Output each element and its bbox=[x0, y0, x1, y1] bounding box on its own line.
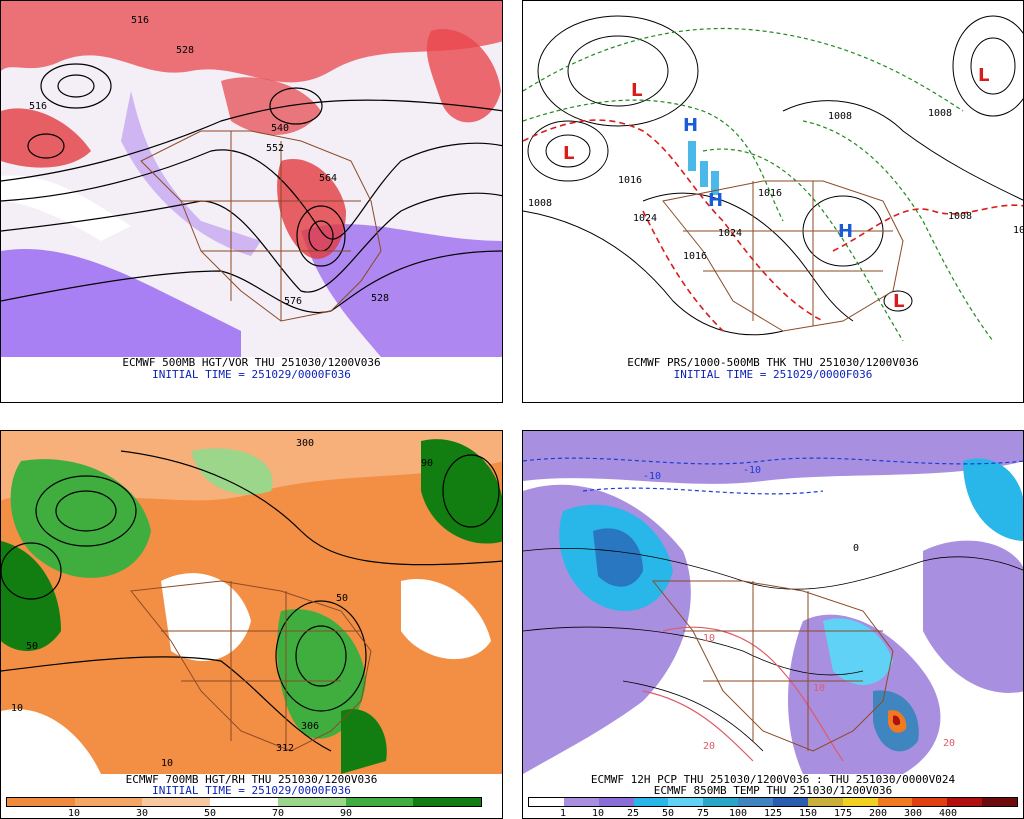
caption-init-time: INITIAL TIME = 251029/0000F036 bbox=[152, 784, 351, 797]
low-pressure-symbol: L bbox=[631, 80, 642, 101]
legend-tick-label: 50 bbox=[661, 808, 675, 819]
contour-label: 50 bbox=[336, 593, 348, 604]
contour-label: 540 bbox=[271, 123, 289, 134]
contour-label: 0 bbox=[853, 543, 859, 554]
contour-label: 1008 bbox=[528, 198, 552, 209]
contour-label: 1016 bbox=[683, 251, 707, 262]
legend-swatch bbox=[912, 798, 948, 806]
legend-tick-label: 1 bbox=[559, 808, 567, 819]
legend-tick-label: 100 bbox=[728, 808, 748, 819]
contour-label: 1016 bbox=[618, 175, 642, 186]
legend-swatch bbox=[738, 798, 774, 806]
legend-tick-label: 150 bbox=[798, 808, 818, 819]
legend-swatch bbox=[210, 798, 278, 806]
legend-tick-label: 75 bbox=[696, 808, 710, 819]
legend-tick-label: 200 bbox=[868, 808, 888, 819]
legend-tick-label: 300 bbox=[903, 808, 923, 819]
caption-subtitle: ECMWF 850MB TEMP THU 251030/1200V036 bbox=[653, 784, 893, 797]
caption-init-time: INITIAL TIME = 251029/0000F036 bbox=[673, 368, 873, 381]
contour-label: 1024 bbox=[633, 213, 657, 224]
contour-label: 300 bbox=[296, 438, 314, 449]
contour-label: 10 bbox=[11, 703, 23, 714]
legend-tick-label: 10 bbox=[591, 808, 605, 819]
high-pressure-symbol: H bbox=[683, 115, 698, 136]
map-prs-thk: 1008 1016 1024 1008 1016 1008 1016 1008 … bbox=[523, 1, 1024, 357]
legend-swatch bbox=[982, 798, 1018, 806]
caption-title: ECMWF 500MB HGT/VOR THU 251030/1200V036 bbox=[122, 356, 381, 369]
contour-label: 564 bbox=[319, 173, 337, 184]
legend-swatch bbox=[947, 798, 983, 806]
contour-label: 528 bbox=[371, 293, 389, 304]
panel-500mb-hgt-vor: 516 528 540 552 564 576 516 528 ECMWF 50… bbox=[0, 0, 503, 403]
map-pcp-temp: -10 -10 0 10 10 20 20 bbox=[523, 431, 1023, 774]
caption-init-time: INITIAL TIME = 251029/0000F036 bbox=[152, 368, 351, 381]
low-pressure-symbol: L bbox=[893, 291, 904, 312]
caption-title: ECMWF PRS/1000-500MB THK THU 251030/1200… bbox=[627, 356, 919, 369]
rh-color-legend bbox=[6, 797, 482, 807]
caption-title: ECMWF 12H PCP THU 251030/1200V036 : THU … bbox=[590, 773, 956, 786]
contour-label: 1008 bbox=[828, 111, 852, 122]
map-500mb: 516 528 540 552 564 576 516 528 bbox=[1, 1, 502, 357]
low-pressure-symbol: L bbox=[978, 65, 989, 86]
legend-swatch bbox=[877, 798, 913, 806]
legend-swatch bbox=[807, 798, 843, 806]
legend-swatch bbox=[413, 798, 482, 806]
map-700mb: 300 306 312 50 10 50 90 10 bbox=[1, 431, 502, 774]
low-pressure-symbol: L bbox=[563, 143, 574, 164]
contour-label: -10 bbox=[643, 471, 661, 482]
contour-label: 1024 bbox=[718, 228, 742, 239]
contour-label: 10 bbox=[703, 633, 715, 644]
contour-label: 20 bbox=[943, 738, 955, 749]
contour-label: 1008 bbox=[948, 211, 972, 222]
legend-tick-label: 30 bbox=[135, 808, 149, 819]
contour-label: 1008 bbox=[928, 108, 952, 119]
contour-label: 312 bbox=[276, 743, 294, 754]
legend-tick-label: 90 bbox=[339, 808, 353, 819]
contour-label: -10 bbox=[743, 465, 761, 476]
contour-label: 576 bbox=[284, 296, 302, 307]
legend-swatch bbox=[74, 798, 143, 806]
legend-tick-label: 50 bbox=[203, 808, 217, 819]
contour-label: 10 bbox=[161, 758, 173, 769]
caption-title: ECMWF 700MB HGT/RH THU 251030/1200V036 bbox=[125, 773, 378, 786]
contour-label: 516 bbox=[29, 101, 47, 112]
legend-tick-label: 400 bbox=[938, 808, 958, 819]
legend-swatch bbox=[563, 798, 599, 806]
pcp-legend-ticks: 1 10 25 50 75 100 125 150 175 200 300 400 bbox=[528, 808, 1018, 819]
legend-tick-label: 175 bbox=[833, 808, 853, 819]
contour-label: 552 bbox=[266, 143, 284, 154]
high-pressure-symbol: H bbox=[708, 190, 723, 211]
rh-legend-ticks: 10 30 50 70 90 bbox=[6, 808, 482, 819]
contour-label: 1016 bbox=[758, 188, 782, 199]
legend-swatch bbox=[668, 798, 704, 806]
legend-tick-label: 10 bbox=[67, 808, 81, 819]
contour-label: 528 bbox=[176, 45, 194, 56]
panel-700mb-hgt-rh: 300 306 312 50 10 50 90 10 ECMWF 700MB H… bbox=[0, 430, 503, 819]
high-pressure-symbol: H bbox=[838, 221, 853, 242]
legend-swatch bbox=[773, 798, 808, 806]
pcp-color-legend bbox=[528, 797, 1018, 807]
legend-swatch bbox=[345, 798, 414, 806]
legend-swatch bbox=[598, 798, 634, 806]
legend-tick-label: 125 bbox=[763, 808, 783, 819]
legend-swatch bbox=[633, 798, 669, 806]
legend-swatch bbox=[7, 798, 75, 806]
legend-tick-label: 25 bbox=[626, 808, 640, 819]
legend-swatch bbox=[142, 798, 211, 806]
legend-swatch bbox=[529, 798, 564, 806]
contour-label: 1016 bbox=[1013, 225, 1024, 236]
contour-label: 516 bbox=[131, 15, 149, 26]
legend-swatch bbox=[842, 798, 878, 806]
contour-label: 306 bbox=[301, 721, 319, 732]
legend-swatch bbox=[703, 798, 739, 806]
legend-swatch bbox=[277, 798, 346, 806]
contour-label: 90 bbox=[421, 458, 433, 469]
legend-tick-label: 70 bbox=[271, 808, 285, 819]
panel-prs-thickness: 1008 1016 1024 1008 1016 1008 1016 1008 … bbox=[522, 0, 1024, 403]
contour-label: 10 bbox=[813, 683, 825, 694]
contour-label: 20 bbox=[703, 741, 715, 752]
contour-label: 50 bbox=[26, 641, 38, 652]
panel-12h-pcp-850mb-temp: -10 -10 0 10 10 20 20 ECMWF 12H PCP THU … bbox=[522, 430, 1024, 819]
